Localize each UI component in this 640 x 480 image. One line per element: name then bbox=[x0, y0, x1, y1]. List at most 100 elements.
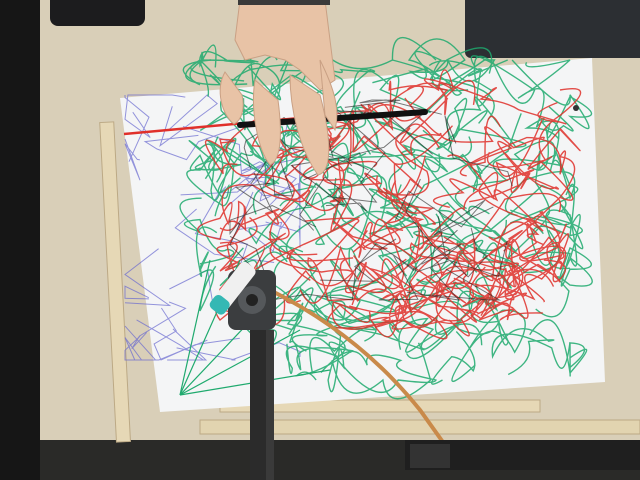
scribble-stroke bbox=[299, 245, 367, 306]
scribble-stroke bbox=[143, 123, 248, 161]
scribble-stroke bbox=[406, 243, 462, 301]
scribble-red bbox=[197, 69, 582, 340]
scribble-stroke bbox=[241, 208, 290, 241]
scribble-stroke bbox=[124, 94, 186, 138]
scribble-stroke bbox=[309, 295, 377, 374]
phone bbox=[50, 0, 145, 26]
scribble-stroke bbox=[389, 79, 476, 122]
scribble-stroke bbox=[344, 99, 442, 115]
scribble-stroke bbox=[478, 87, 567, 125]
scribble-stroke bbox=[291, 281, 396, 352]
scribble-stroke bbox=[511, 59, 592, 139]
scribble-stroke bbox=[320, 238, 397, 282]
scribble-stroke bbox=[444, 115, 513, 187]
desk-shadow-left bbox=[0, 0, 40, 480]
scribble-stroke bbox=[378, 229, 458, 301]
scribble-stroke bbox=[398, 317, 483, 353]
scribble-stroke bbox=[248, 192, 326, 310]
paper-dot bbox=[573, 105, 579, 111]
scribble-stroke bbox=[438, 184, 567, 253]
scribble-stroke bbox=[124, 138, 141, 181]
scribble-stroke bbox=[400, 136, 490, 215]
scribble-stroke bbox=[346, 258, 413, 314]
scribble-stroke bbox=[300, 259, 361, 336]
scribble-stroke bbox=[388, 80, 424, 126]
scribble-stroke bbox=[382, 281, 457, 329]
wooden-rail-bottom-2 bbox=[199, 419, 640, 435]
scribble-stroke bbox=[179, 197, 235, 265]
scribble-stroke bbox=[195, 226, 218, 312]
scribble-stroke bbox=[271, 242, 449, 301]
scribble-stroke bbox=[332, 180, 425, 250]
scribble-stroke bbox=[431, 331, 476, 385]
scribble-stroke bbox=[519, 223, 567, 262]
scribble-stroke bbox=[529, 319, 588, 377]
scribble-stroke bbox=[405, 178, 488, 278]
scribble-stroke bbox=[399, 69, 492, 144]
scribble-stroke bbox=[159, 94, 219, 148]
scribble-stroke bbox=[451, 309, 526, 383]
scribble-stroke bbox=[448, 277, 485, 337]
scribble-stroke bbox=[437, 216, 508, 277]
scribble-stroke bbox=[204, 117, 258, 175]
scribble-stroke bbox=[425, 249, 529, 323]
laptop bbox=[465, 0, 640, 58]
scribble-stroke bbox=[124, 95, 150, 162]
scribble-stroke bbox=[199, 74, 292, 132]
plotter-arm-vertical-2 bbox=[266, 330, 274, 480]
scribble-stroke bbox=[491, 221, 561, 301]
scribble-stroke bbox=[303, 109, 429, 181]
scribble-stroke bbox=[487, 88, 582, 168]
scribble-stroke bbox=[459, 136, 576, 201]
scribble-stroke bbox=[394, 190, 494, 236]
marker bbox=[209, 261, 256, 315]
scribble-stroke bbox=[435, 196, 561, 308]
scribble-stroke bbox=[216, 216, 360, 271]
scribble-stroke bbox=[229, 203, 317, 236]
scribble-stroke bbox=[527, 127, 581, 170]
plotter-carriage bbox=[410, 444, 450, 468]
scribble-stroke bbox=[375, 123, 440, 201]
scribble-stroke bbox=[124, 248, 172, 307]
scribble-stroke bbox=[504, 159, 576, 216]
scribble-stroke bbox=[217, 98, 280, 194]
scribble-stroke bbox=[264, 149, 318, 256]
scribble-stroke bbox=[285, 300, 346, 375]
plotter-arm-vertical bbox=[250, 320, 266, 480]
scribble-stroke bbox=[320, 350, 437, 394]
scribble-stroke bbox=[299, 176, 367, 231]
scribble-stroke bbox=[197, 177, 313, 241]
scribble-stroke bbox=[352, 201, 407, 258]
scribble-stroke bbox=[394, 256, 555, 315]
scribble-stroke bbox=[432, 268, 502, 301]
scribble-stroke bbox=[234, 172, 274, 214]
scribble-stroke bbox=[286, 249, 461, 322]
scribble-stroke bbox=[331, 342, 432, 400]
scribble-stroke bbox=[374, 230, 523, 328]
scribble-stroke bbox=[523, 214, 592, 287]
scribble-stroke bbox=[432, 178, 562, 287]
hand bbox=[219, 0, 338, 176]
scribble-stroke bbox=[182, 59, 212, 97]
scribble-stroke bbox=[491, 327, 571, 376]
scribble-stroke bbox=[418, 115, 535, 251]
scribble-stroke bbox=[250, 152, 294, 197]
scribble-stroke bbox=[490, 233, 570, 306]
scribble-stroke bbox=[190, 44, 255, 82]
wooden-rail-left bbox=[99, 121, 131, 443]
scribble-stroke bbox=[124, 285, 150, 300]
servo-wire bbox=[269, 288, 447, 447]
scribble-stroke bbox=[469, 168, 531, 203]
scribble-stroke bbox=[322, 160, 459, 259]
scribble-stroke bbox=[131, 301, 187, 350]
scribble-stroke bbox=[136, 319, 208, 361]
scribble-stroke bbox=[415, 192, 562, 245]
scribble-stroke bbox=[189, 136, 242, 217]
scribble-stroke bbox=[436, 97, 488, 151]
scribble-stroke bbox=[124, 325, 157, 361]
scribble-stroke bbox=[420, 211, 493, 297]
scribble-stroke bbox=[535, 209, 593, 318]
sleeve bbox=[238, 0, 330, 5]
